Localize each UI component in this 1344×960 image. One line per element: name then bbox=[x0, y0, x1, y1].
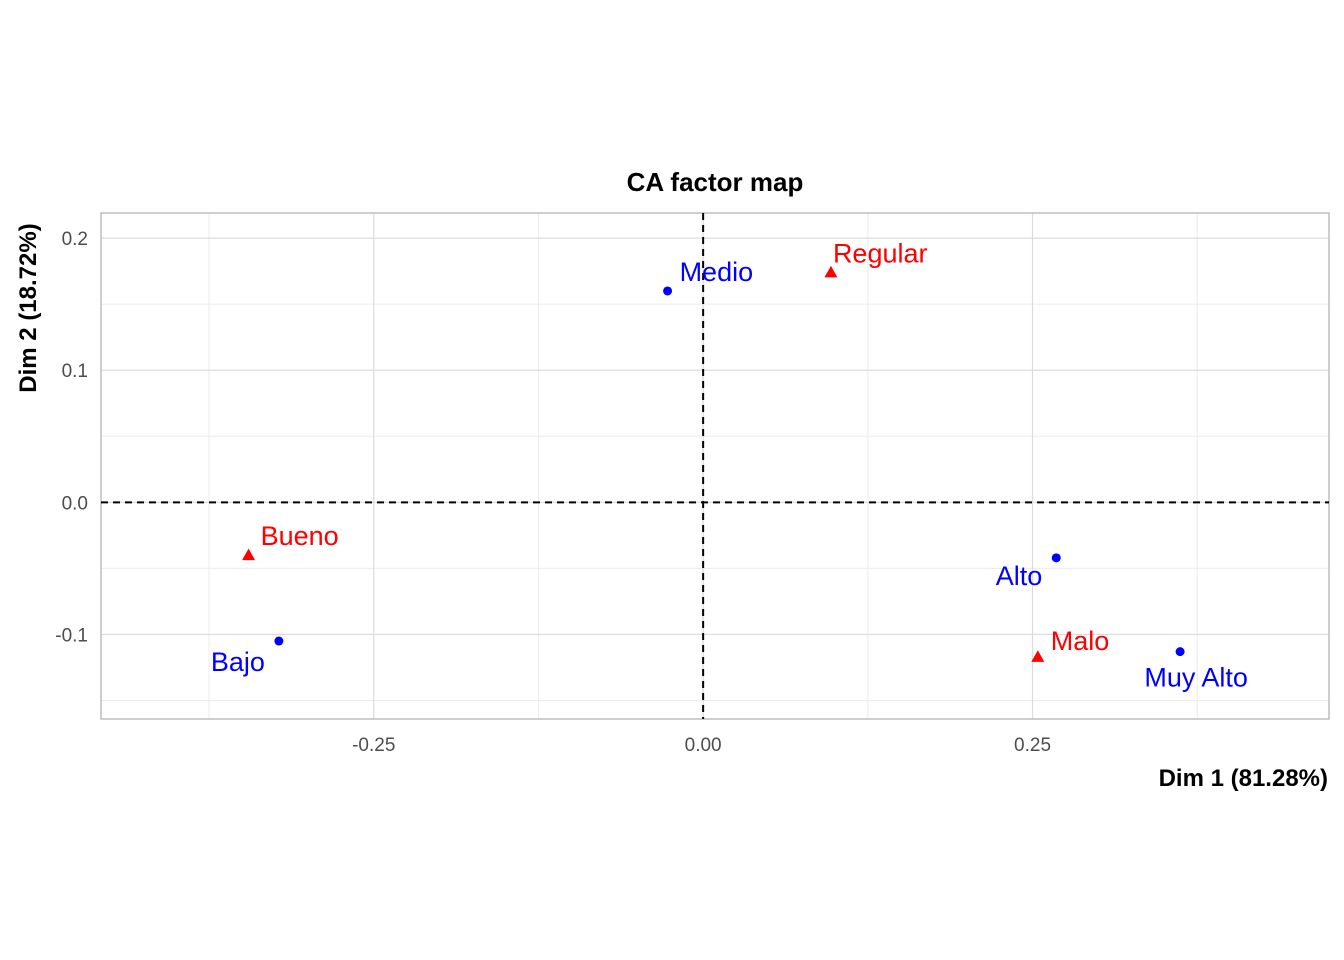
point-label: Malo bbox=[1051, 626, 1110, 656]
point-marker-triangle bbox=[242, 548, 256, 561]
point-label: Alto bbox=[996, 561, 1043, 591]
x-tick-label: 0.25 bbox=[1014, 735, 1051, 756]
point-label: Bueno bbox=[261, 521, 339, 551]
y-tick-label: 0.0 bbox=[62, 493, 88, 514]
point-label: Regular bbox=[833, 238, 928, 268]
point-marker-triangle bbox=[824, 265, 838, 278]
point-label: Bajo bbox=[211, 647, 265, 677]
y-tick-label: -0.1 bbox=[55, 625, 88, 646]
y-tick-label: 0.1 bbox=[62, 361, 88, 382]
point-label: Medio bbox=[680, 257, 754, 287]
plot-border bbox=[100, 212, 1330, 720]
y-axis-title: Dim 2 (18.72%) bbox=[15, 223, 42, 392]
point-marker-circle bbox=[274, 636, 284, 646]
plot-area: -0.25 0.00 0.25 -0.1 0.0 0.1 0.2 Medio Bajo Alto M… bbox=[55, 212, 1330, 756]
point-marker-triangle bbox=[1031, 650, 1045, 662]
x-tick-label: -0.25 bbox=[352, 735, 395, 756]
point-marker-circle bbox=[1175, 647, 1185, 657]
x-axis-title: Dim 1 (81.28%) bbox=[1159, 765, 1328, 792]
point-marker-circle bbox=[1051, 553, 1061, 563]
y-tick-label: 0.2 bbox=[62, 229, 88, 250]
x-tick-label: 0.00 bbox=[685, 735, 722, 756]
point-label: Muy Alto bbox=[1144, 663, 1248, 693]
chart-title: CA factor map bbox=[627, 167, 804, 197]
point-marker-circle bbox=[663, 286, 673, 296]
